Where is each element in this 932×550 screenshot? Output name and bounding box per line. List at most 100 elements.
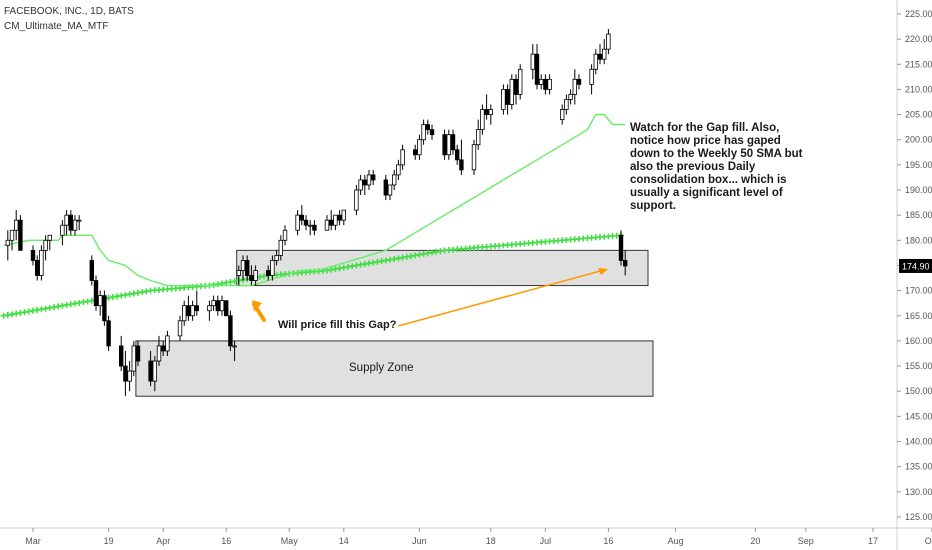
up-candle [568, 94, 573, 100]
down-candle [513, 78, 519, 95]
down-candle [123, 365, 128, 382]
up-candle [236, 270, 241, 276]
down-candle [425, 124, 430, 131]
last-price-badge [899, 258, 932, 273]
down-candle [576, 78, 582, 85]
down-candle [160, 345, 166, 352]
supply-zone-label: Supply Zone [349, 362, 414, 374]
up-candle [98, 295, 103, 307]
up-candle [5, 239, 10, 246]
y-tick-label: 160.00 [905, 336, 932, 346]
up-candle [77, 219, 82, 222]
up-candle [181, 305, 187, 322]
x-tick-label: 19 [104, 536, 114, 546]
up-candle [240, 260, 246, 271]
down-candle [249, 275, 254, 281]
down-candle [68, 214, 73, 231]
down-candle [265, 270, 271, 276]
down-candle [18, 219, 23, 251]
down-candle [223, 300, 229, 317]
consolidation-box [236, 249, 649, 287]
up-candle [547, 78, 552, 90]
up-candle [446, 134, 451, 156]
up-candle [560, 109, 565, 120]
y-tick-label: 135.00 [905, 462, 932, 472]
x-tick-label: Jul [540, 536, 552, 546]
x-tick-label: 20 [750, 536, 760, 546]
up-candle [165, 335, 170, 352]
y-tick-label: 200.00 [905, 135, 932, 145]
y-tick-label: 225.00 [905, 9, 932, 19]
down-candle [337, 214, 342, 221]
up-candle [43, 239, 48, 251]
up-candle [39, 249, 44, 276]
supply-zone-box [135, 340, 654, 397]
down-candle [244, 260, 250, 276]
gap-arrow-head [598, 268, 608, 275]
down-candle [93, 280, 99, 307]
up-candle [190, 305, 195, 317]
gap-arrow-line [397, 269, 605, 327]
down-candle [303, 219, 309, 226]
up-candle [207, 305, 212, 312]
up-candle [156, 345, 162, 362]
gap-question-note: Will price fill this Gap? [278, 319, 397, 331]
up-candle [253, 270, 258, 281]
down-candle [459, 159, 464, 171]
gap-fill-note: Watch for the Gap fill. Also, notice how… [630, 122, 803, 212]
y-tick-label: 180.00 [905, 235, 932, 245]
down-candle [186, 305, 191, 317]
up-candle [396, 164, 401, 176]
x-tick-label: 14 [339, 536, 349, 546]
down-candle [102, 295, 107, 322]
up-candle [475, 129, 481, 146]
y-tick-label: 215.00 [905, 59, 932, 69]
up-arrow-head [252, 300, 262, 312]
up-candle [270, 260, 275, 276]
down-candle [30, 249, 36, 261]
up-candle [131, 345, 136, 372]
up-candle [602, 48, 607, 60]
up-candle [358, 179, 363, 191]
y-tick-label: 125.00 [905, 512, 932, 522]
down-candle [618, 234, 624, 261]
down-candle [534, 53, 540, 85]
up-candle [64, 214, 69, 226]
x-tick-label: Sep [798, 536, 814, 546]
down-candle [597, 53, 603, 60]
down-candle [543, 78, 548, 90]
down-candle [454, 149, 460, 161]
up-candle [488, 109, 493, 115]
y-tick-label: 130.00 [905, 487, 932, 497]
down-candle [505, 89, 510, 105]
up-candle [606, 33, 611, 50]
up-candle [509, 78, 514, 105]
down-candle [412, 149, 418, 156]
y-tick-label: 210.00 [905, 84, 932, 94]
y-tick-label: 150.00 [905, 386, 932, 396]
down-candle [35, 260, 40, 276]
up-candle [219, 300, 225, 312]
up-candle [177, 320, 183, 337]
up-candle [324, 219, 330, 231]
up-candle [278, 239, 283, 256]
up-candle [387, 184, 393, 196]
x-tick-label: 16 [221, 536, 231, 546]
down-candle [228, 315, 233, 347]
up-candle [354, 189, 359, 211]
daily-ma-line [3, 113, 626, 287]
up-candle [282, 229, 288, 241]
up-candle [417, 139, 422, 156]
last-price-text: 174.90 [902, 261, 930, 271]
up-candle [530, 53, 535, 70]
down-candle [442, 134, 447, 156]
down-candle [312, 224, 317, 231]
up-candle [232, 345, 237, 348]
down-candle [194, 305, 199, 312]
up-candle [391, 174, 397, 186]
x-tick-label: Aug [668, 536, 684, 546]
up-candle [333, 214, 338, 226]
y-tick-label: 205.00 [905, 110, 932, 120]
indicator-title: CM_Ultimate_MA_MTF [4, 21, 109, 32]
